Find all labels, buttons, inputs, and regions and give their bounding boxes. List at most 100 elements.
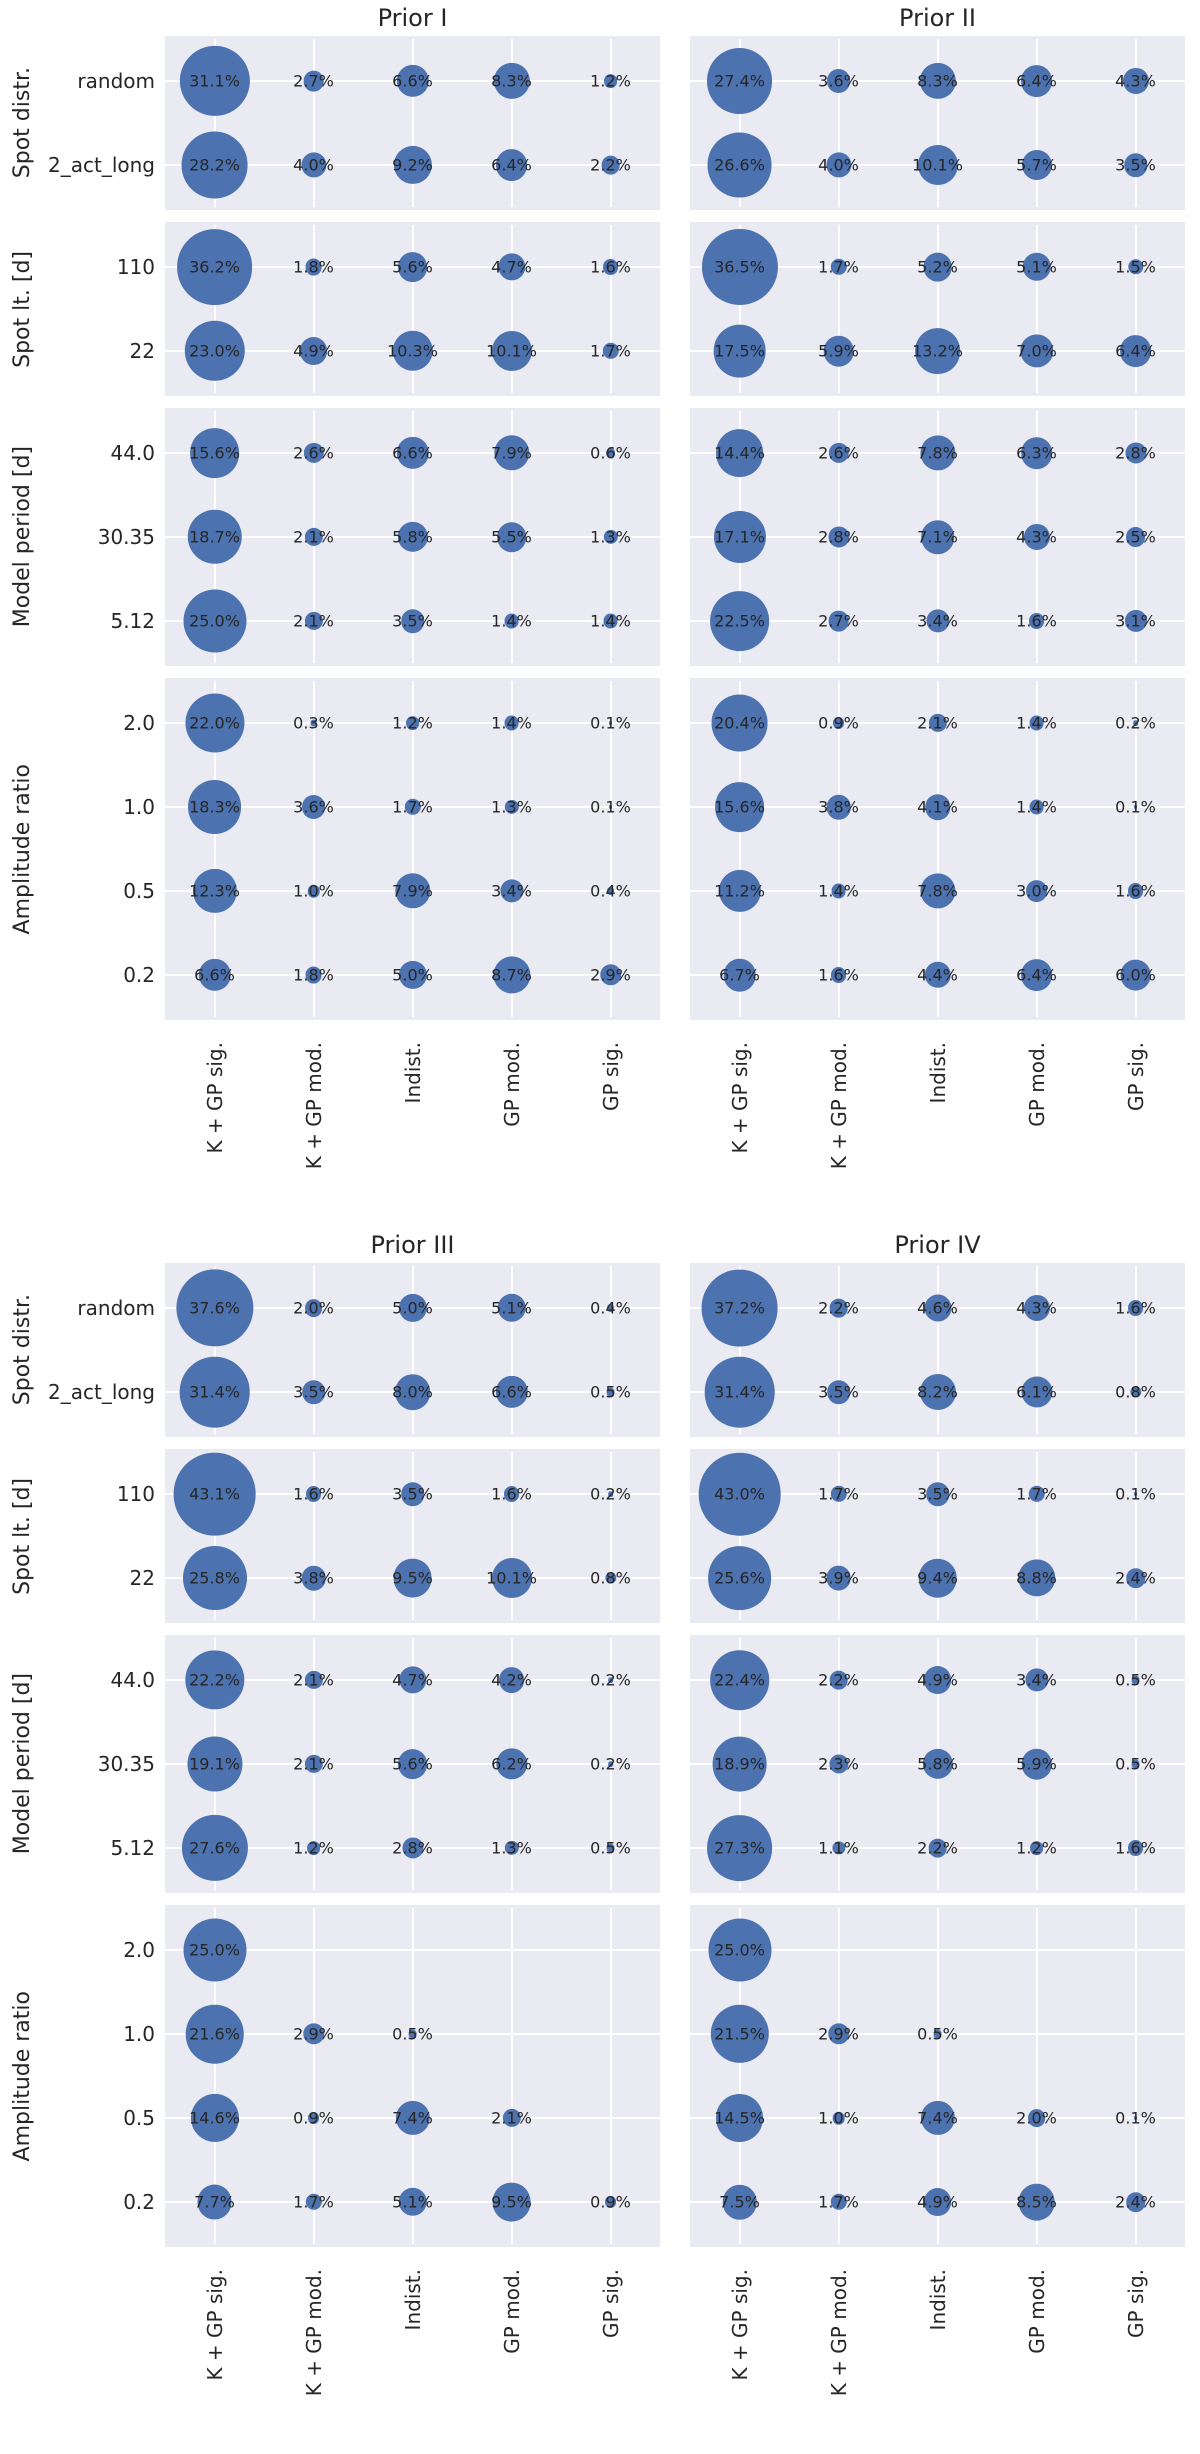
bubble-cell: 4.0% [264,123,363,207]
bubble [713,510,766,564]
value-label: 25.8% [189,1568,240,1588]
value-label: 7.7% [194,2192,235,2212]
bubble [830,967,847,983]
value-label: 14.4% [714,443,765,463]
group-label-box: Amplitude ratio [0,678,45,1020]
bubble-grid-prior-ii-model-period-d: 14.4% 2.6% 7.8% 6.3% 2.8% 17.1% 2.8% 7.1% 4.3% 2.… [690,408,1185,666]
bubble-cell: 5.7% [987,123,1086,207]
column-tick-labels: K + GP sig. K + GP mod. Indist. GP mod. GP s… [690,1032,1185,1227]
bubble [493,62,530,100]
row-group-spot-lt-d: Spot lt. [d] 110 22 36.2% 1.8% 5.6% 4.7% 1.6% 23… [0,222,1200,396]
column-tick-label-text: K + GP mod. [826,1042,851,1170]
bubble-cell: 3.6% [789,39,888,123]
column-tick-label-text: Indist. [925,2269,950,2331]
value-label: 2.8% [392,1838,433,1858]
value-label: 6.6% [491,1382,532,1402]
bubble-cell: 0.5% [561,1806,660,1890]
value-label: 4.9% [917,1670,958,1690]
value-label: 6.6% [392,71,433,91]
value-label: 27.6% [189,1838,240,1858]
bubble-cell: 13.2% [888,309,987,393]
bubble [723,958,756,992]
bubble-cell: 3.8% [789,765,888,849]
bubble [826,69,851,93]
value-label: 8.2% [917,1382,958,1402]
panel-gap [660,678,690,1020]
bubble [306,1841,321,1855]
bubble [192,868,237,914]
value-label: 3.4% [917,611,958,631]
bubble-cell: 2.1% [264,579,363,663]
bubble [825,152,852,178]
bubble-cell: 8.0% [363,1350,462,1434]
bubble-cell: 0.2% [561,1722,660,1806]
bubble [923,1666,952,1694]
value-label: 2.1% [293,1754,334,1774]
bubble-cell: 3.5% [789,1350,888,1434]
bubble-cell: 0.5% [1086,1722,1185,1806]
bubble [829,1298,848,1318]
bubble-cell: 7.0% [987,309,1086,393]
value-label: 5.8% [392,527,433,547]
value-label: 1.6% [1016,611,1057,631]
value-label: 5.0% [392,1298,433,1318]
bubble [492,956,531,994]
bubble [712,1736,767,1792]
column-tick-label: K + GP sig. [690,2259,789,2454]
bubble [179,45,250,117]
y-axis: Amplitude ratio 2.0 1.0 0.5 0.2 [0,678,165,1020]
bubble [920,520,955,554]
value-label: 21.5% [714,2024,765,2044]
value-label: 1.4% [1016,713,1057,733]
value-label: 7.4% [917,2108,958,2128]
bubble-cell: 7.7% [165,2160,264,2244]
bubble [1129,1386,1142,1398]
bubble-cell: 1.3% [561,495,660,579]
bubble [701,1269,778,1347]
value-label: 2.1% [917,713,958,733]
value-label: 3.5% [818,1382,859,1402]
bubble [715,2094,764,2142]
value-label: 3.5% [917,1484,958,1504]
column-tick-label-text: GP sig. [598,1042,623,1111]
panel-gap [660,2259,690,2454]
row-tick-label: 1.0 [123,2022,155,2046]
y-axis: Spot lt. [d] 110 22 [0,1449,165,1623]
bubble [831,1841,846,1855]
bubble [495,1748,528,1780]
bubble-cell: 2.8% [1086,411,1185,495]
bubble-cell: 2.0% [987,2076,1086,2160]
bubble [1020,437,1053,469]
bubble [713,324,766,378]
bubble-cell: 3.0% [987,849,1086,933]
bubble [707,132,772,198]
row-tick-label: 44.0 [110,441,155,465]
bubble-cell: 15.6% [165,411,264,495]
bubble-cell: 7.1% [888,495,987,579]
bubble-cell: 6.6% [165,933,264,1017]
bubble [398,960,427,990]
bubble [923,252,952,282]
value-label: 1.6% [491,1484,532,1504]
value-label: 3.5% [392,611,433,631]
bubble [304,1754,323,1774]
bubble [491,1557,532,1599]
bubble-cell: 4.7% [363,1638,462,1722]
bubble-cell: 5.0% [363,933,462,1017]
column-tick-label: K + GP mod. [789,1032,888,1227]
bubble [709,591,770,651]
value-label: 2.7% [293,71,334,91]
value-label: 1.7% [392,797,433,817]
column-tick-label: K + GP mod. [264,2259,363,2454]
bubble [398,2187,427,2217]
bubble-cell: 1.4% [987,765,1086,849]
bubble [307,2112,320,2124]
value-label: 5.8% [917,1754,958,1774]
bubble [393,145,432,185]
value-label: 4.6% [917,1298,958,1318]
bubble-cell: 1.6% [1086,1806,1185,1890]
bubble-grid-prior-iv-amplitude-ratio: 25.0% 21.5% 2.9% 0.5% 14.5% 1.0% 7.4% 2.0% 0.1% 7… [690,1905,1185,2247]
bubble [396,436,429,470]
bubble-cell: 4.3% [1086,39,1185,123]
bubble-cell: 8.5% [987,2160,1086,2244]
